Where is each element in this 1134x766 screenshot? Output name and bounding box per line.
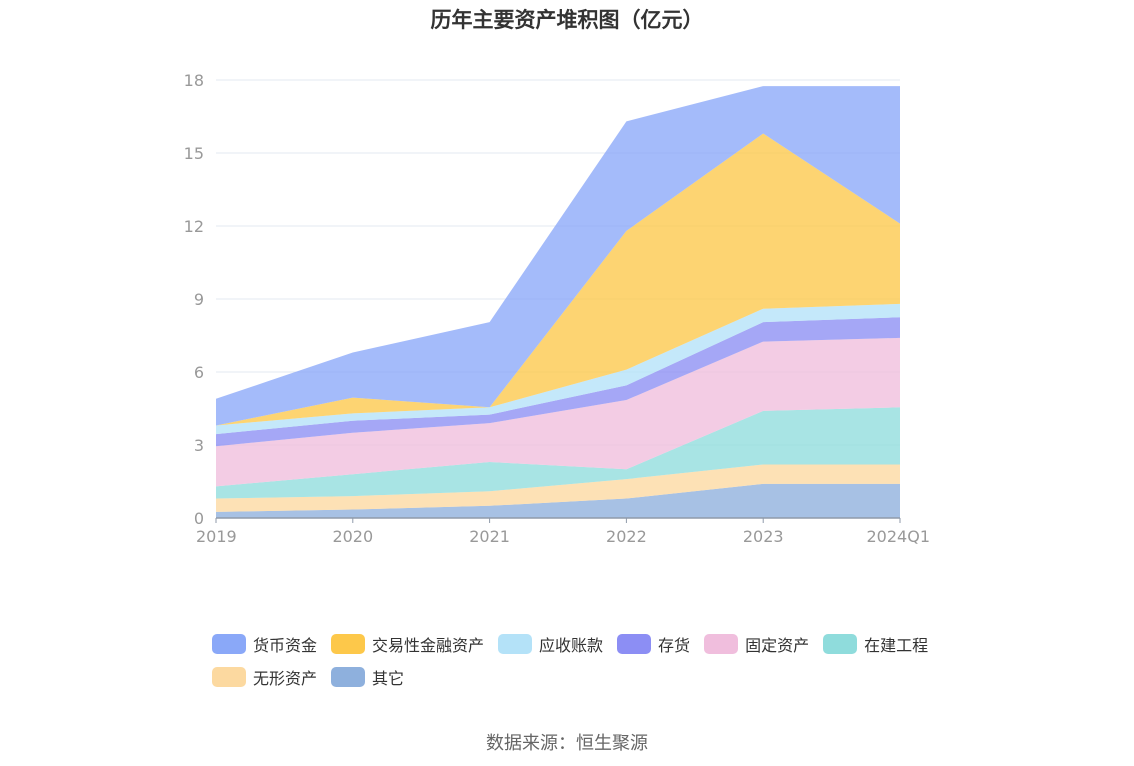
area-series — [216, 317, 900, 447]
y-tick-label: 18 — [184, 71, 204, 90]
data-source: 数据来源：恒生聚源 — [486, 733, 648, 754]
area-series — [216, 407, 900, 499]
legend-row: 无形资产 其它 — [212, 663, 972, 691]
legend-swatch — [331, 634, 366, 654]
legend-label: 货币资金 — [253, 636, 318, 655]
legend: 货币资金 交易性金融资产 应收账款 存货 固定资产 在建工程 无形资产 其它 — [212, 630, 972, 696]
legend-swatch — [212, 634, 246, 654]
legend-label: 交易性金融资产 — [372, 636, 485, 655]
legend-swatch — [704, 634, 739, 654]
area-series — [216, 337, 900, 487]
legend-item[interactable]: 应收账款 — [498, 632, 603, 656]
x-tick-label: 2021 — [469, 527, 510, 546]
area-series — [216, 303, 900, 435]
legend-item[interactable]: 在建工程 — [823, 632, 928, 656]
x-tick-label: 2020 — [332, 527, 373, 546]
y-tick-label: 6 — [194, 363, 204, 382]
y-tick-label: 12 — [184, 217, 204, 236]
legend-item[interactable]: 无形资产 — [212, 665, 317, 689]
legend-swatch — [498, 634, 533, 654]
chart-title: 历年主要资产堆积图（亿元） — [430, 8, 704, 32]
area-series — [216, 483, 900, 518]
y-tick-label: 3 — [194, 436, 204, 455]
legend-label: 无形资产 — [253, 669, 318, 688]
legend-item[interactable]: 其它 — [331, 665, 404, 689]
legend-swatch — [617, 634, 652, 654]
legend-label: 固定资产 — [745, 636, 810, 655]
legend-item[interactable]: 固定资产 — [704, 632, 809, 656]
legend-label: 其它 — [372, 669, 405, 688]
legend-label: 在建工程 — [864, 636, 929, 655]
legend-item[interactable]: 存货 — [617, 632, 690, 656]
legend-swatch — [212, 667, 246, 687]
legend-swatch — [331, 667, 366, 687]
legend-label: 应收账款 — [539, 636, 604, 655]
area-series — [216, 133, 900, 426]
x-tick-label: 2019 — [196, 527, 237, 546]
legend-swatch — [823, 634, 858, 654]
x-tick-label: 2023 — [743, 527, 784, 546]
area-series — [216, 86, 900, 426]
legend-item[interactable]: 交易性金融资产 — [331, 632, 484, 656]
legend-label: 存货 — [658, 636, 691, 655]
stacked-area-chart: 0 3 6 9 12 15 18 2019 2020 2021 2022 2023 2024Q1 — [184, 71, 931, 546]
y-tick-label: 0 — [194, 509, 204, 528]
area-series — [216, 464, 900, 512]
y-tick-label: 9 — [194, 290, 204, 309]
legend-item[interactable]: 货币资金 — [212, 632, 317, 656]
y-tick-label: 15 — [184, 144, 204, 163]
x-tick-label: 2022 — [606, 527, 647, 546]
x-tick-label: 2024Q1 — [867, 527, 931, 546]
legend-row: 货币资金 交易性金融资产 应收账款 存货 固定资产 在建工程 — [212, 630, 972, 658]
